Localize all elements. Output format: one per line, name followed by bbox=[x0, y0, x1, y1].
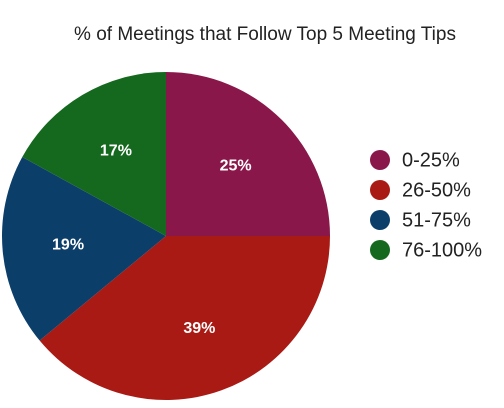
chart-title: % of Meetings that Follow Top 5 Meeting … bbox=[74, 24, 456, 45]
legend-marker bbox=[370, 150, 390, 170]
data-label: 19% bbox=[52, 236, 84, 253]
pie-slice bbox=[2, 156, 167, 341]
data-label: 39% bbox=[183, 320, 215, 337]
legend-label: 76-100% bbox=[402, 239, 482, 261]
pie-slice bbox=[22, 72, 166, 236]
pie-slice bbox=[39, 236, 330, 400]
data-label: 17% bbox=[100, 143, 132, 160]
legend-marker bbox=[370, 240, 390, 260]
legend-marker bbox=[370, 210, 390, 230]
legend-label: 26-50% bbox=[402, 179, 471, 201]
legend-label: 51-75% bbox=[402, 209, 471, 231]
legend-label: 0-25% bbox=[402, 149, 460, 171]
pie-slice bbox=[166, 72, 330, 236]
legend-marker bbox=[370, 180, 390, 200]
data-label: 25% bbox=[220, 158, 252, 175]
